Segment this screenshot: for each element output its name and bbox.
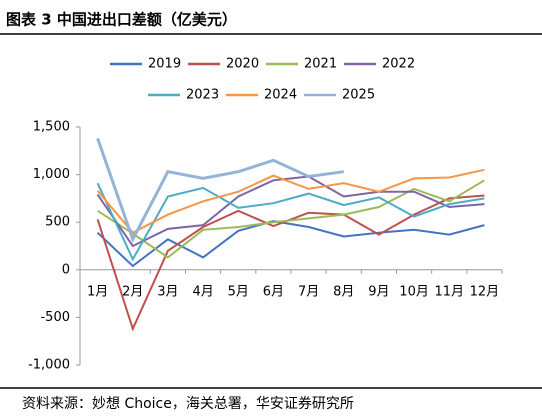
series-line: [96, 137, 345, 244]
y-tick-label: 0: [62, 262, 70, 277]
y-tick-label: 1,500: [33, 120, 70, 135]
x-tick-label: 1月: [87, 284, 108, 299]
x-tick-label: 7月: [298, 284, 319, 299]
source: 资料来源：妙想 Choice，海关总署，华安证券研究所: [22, 396, 354, 412]
x-tick-label: 3月: [157, 284, 178, 299]
legend-label: 2020: [226, 57, 259, 72]
series-line: [96, 194, 485, 332]
legend-label: 2025: [342, 88, 375, 103]
series-line: [96, 182, 485, 262]
legend-label: 2021: [304, 57, 337, 72]
series-line: [96, 175, 485, 248]
series-line: [96, 220, 485, 268]
y-tick-label: 500: [45, 215, 70, 230]
series-line: [97, 179, 485, 259]
x-tick-label: 9月: [368, 284, 389, 299]
legend-label: 2019: [148, 57, 181, 72]
y-tick-label: -1,000: [28, 358, 70, 373]
legend-label: 2024: [264, 88, 297, 103]
x-tick-label: 11月: [434, 284, 464, 299]
x-tick-label: 8月: [333, 284, 354, 299]
legend-label: 2023: [186, 88, 219, 103]
x-tick-label: 12月: [470, 284, 500, 299]
y-tick-label: -500: [40, 310, 70, 325]
x-tick-label: 2月: [122, 284, 143, 299]
y-tick-label: 1,000: [33, 167, 70, 182]
x-tick-label: 6月: [263, 284, 284, 299]
x-tick-label: 10月: [399, 284, 429, 299]
chart-title: 图表 3 中国进出口差额（亿美元）: [6, 11, 237, 29]
series-line: [96, 168, 485, 234]
legend-label: 2022: [382, 57, 415, 72]
x-tick-label: 5月: [228, 284, 249, 299]
x-tick-label: 4月: [192, 284, 213, 299]
